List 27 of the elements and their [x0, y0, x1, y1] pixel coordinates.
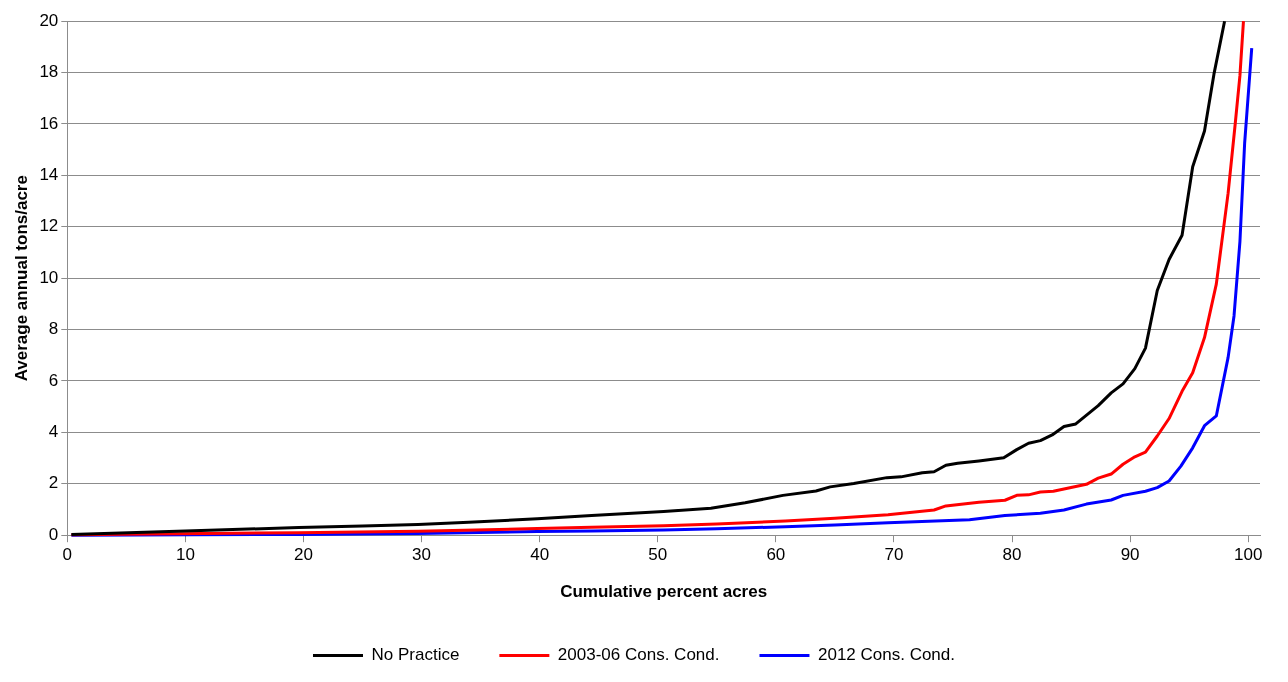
legend-label: 2012 Cons. Cond. [817, 645, 956, 665]
y-tick-label: 16 [39, 113, 59, 133]
y-tick-label: 20 [39, 10, 59, 30]
x-tick-label: 60 [766, 545, 786, 565]
x-tick-label: 30 [412, 545, 432, 565]
y-tick-label: 0 [48, 524, 59, 544]
legend-label: 2003-06 Cons. Cond. [557, 645, 720, 665]
legend-label: No Practice [371, 645, 460, 665]
x-tick-label: 80 [1002, 545, 1022, 565]
y-tick-label: 6 [48, 370, 59, 390]
x-tick-label: 40 [530, 545, 550, 565]
y-tick-label: 18 [39, 62, 59, 82]
y-tick-label: 14 [39, 165, 59, 185]
y-tick-label: 4 [48, 422, 59, 442]
x-tick-label: 70 [884, 545, 904, 565]
y-tick-label: 2 [48, 473, 59, 493]
x-axis-title: Cumulative percent acres [560, 582, 768, 602]
x-tick-label: 0 [62, 545, 73, 565]
y-tick-label: 10 [39, 267, 59, 287]
y-tick-label: 8 [48, 319, 59, 339]
x-tick-label: 20 [294, 545, 313, 565]
x-tick-label: 50 [648, 545, 668, 565]
y-tick-label: 12 [39, 216, 59, 236]
x-tick-label: 90 [1120, 545, 1140, 565]
x-tick-label: 100 [1234, 545, 1263, 565]
y-axis-title: Average annual tons/acre [11, 175, 31, 382]
x-tick-label: 10 [175, 545, 195, 565]
